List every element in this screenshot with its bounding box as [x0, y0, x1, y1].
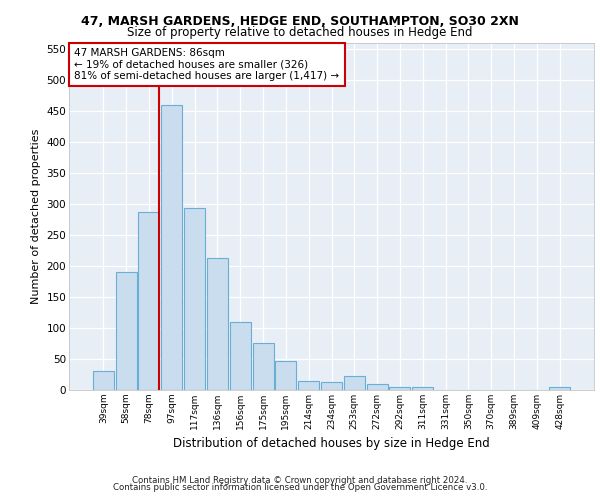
Bar	[549, 387, 570, 390]
Bar	[367, 384, 388, 390]
Bar	[389, 387, 410, 390]
Text: Contains public sector information licensed under the Open Government Licence v3: Contains public sector information licen…	[113, 484, 487, 492]
Bar	[207, 258, 228, 390]
Text: 47, MARSH GARDENS, HEDGE END, SOUTHAMPTON, SO30 2XN: 47, MARSH GARDENS, HEDGE END, SOUTHAMPTO…	[81, 15, 519, 28]
Bar	[253, 344, 274, 390]
X-axis label: Distribution of detached houses by size in Hedge End: Distribution of detached houses by size …	[173, 438, 490, 450]
Bar	[412, 387, 433, 390]
Bar	[93, 372, 114, 390]
Text: Size of property relative to detached houses in Hedge End: Size of property relative to detached ho…	[127, 26, 473, 39]
Text: Contains HM Land Registry data © Crown copyright and database right 2024.: Contains HM Land Registry data © Crown c…	[132, 476, 468, 485]
Bar	[161, 104, 182, 390]
Bar	[344, 376, 365, 390]
Bar	[230, 322, 251, 390]
Bar	[321, 382, 342, 390]
Text: 47 MARSH GARDENS: 86sqm
← 19% of detached houses are smaller (326)
81% of semi-d: 47 MARSH GARDENS: 86sqm ← 19% of detache…	[74, 48, 340, 81]
Y-axis label: Number of detached properties: Number of detached properties	[31, 128, 41, 304]
Bar	[275, 362, 296, 390]
Bar	[116, 272, 137, 390]
Bar	[184, 208, 205, 390]
Bar	[298, 380, 319, 390]
Bar	[139, 212, 160, 390]
